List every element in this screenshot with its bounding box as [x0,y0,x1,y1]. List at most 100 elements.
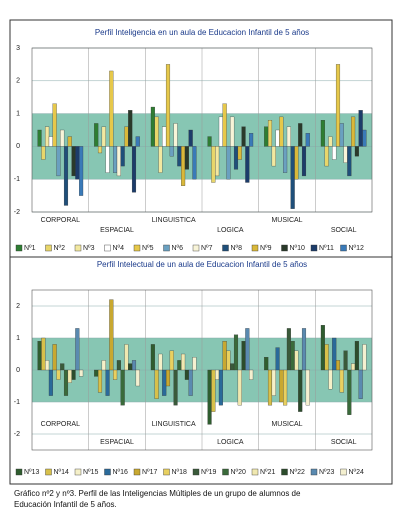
bar [109,299,114,371]
bar [48,136,53,147]
legend-label: Nº15 [83,469,99,476]
legend-label: Nº12 [349,245,365,252]
bar [56,146,61,177]
bar [75,328,80,371]
bar [267,120,273,147]
bar [305,369,310,406]
bar [294,146,299,180]
legend-label: Nº21 [260,469,276,476]
bar [101,360,106,371]
bar [271,146,276,167]
chart-title: Perfil Intelectual de un aula de Educaci… [97,260,307,269]
bar [347,146,352,177]
bar [131,360,137,371]
bar [169,350,174,371]
bar [271,369,276,396]
legend-swatch [104,244,111,252]
bar [67,369,72,383]
x-tick-label: LINGUISTICA [152,421,196,428]
bar [177,146,182,167]
legend-swatch [74,468,82,476]
bar [94,369,99,377]
bar [279,116,284,147]
bar [181,353,186,371]
bar [264,126,269,147]
bar [335,360,341,371]
bar [105,369,110,396]
bar [230,363,235,371]
y-tick-label: 0 [16,367,20,374]
x-tick-label: ESPACIAL [100,439,134,446]
legend-swatch [222,244,229,252]
bar [279,369,284,403]
legend-swatch [133,468,141,476]
bar [41,337,46,371]
bar [135,369,140,387]
bar [218,116,223,147]
y-tick-label: -1 [14,399,20,406]
chart-title: Perfil Inteligencia en un aula de Educac… [95,28,309,37]
bar [184,146,189,170]
legend-swatch [15,244,23,252]
bar [298,123,303,147]
bar [135,136,140,147]
legend-swatch [74,244,82,252]
bar [188,129,193,147]
legend-swatch [45,468,52,476]
bar [120,146,125,167]
bar [324,146,329,167]
bar [298,369,303,412]
bar [52,344,57,371]
legend-label: Nº5 [142,245,154,252]
bar [351,363,356,371]
legend-label: Nº6 [172,245,184,252]
chart: Perfil Inteligencia en un aula de Educac… [9,19,393,485]
legend-swatch [15,468,23,476]
bar [154,116,159,147]
bar [41,146,46,160]
bar [154,369,159,399]
bar [339,369,344,393]
bar [105,146,110,173]
legend-label: Nº22 [290,469,306,476]
bar [226,350,231,371]
legend-swatch [251,468,259,476]
bar [116,146,121,177]
bar [233,334,239,371]
bar [283,146,288,173]
bar [215,146,220,177]
bar [207,136,212,147]
bar [79,369,84,377]
bar [56,369,61,380]
bar [113,146,118,173]
bar [207,369,212,425]
bar [324,344,329,371]
bar [192,146,197,180]
bar [305,133,310,147]
bar [241,341,246,371]
bar [211,369,216,412]
bar [48,369,53,396]
x-tick-label: ESPACIAL [100,227,134,234]
legend-label: Nº1 [24,245,36,252]
bar [233,146,239,170]
bar [218,369,223,406]
x-tick-label: LINGUISTICA [152,217,196,224]
bar [45,360,50,371]
bar [245,328,250,371]
bar [294,350,299,371]
legend-label: Nº16 [113,469,129,476]
y-tick-label: -2 [14,431,20,438]
bar [150,344,155,371]
bar [358,369,363,399]
bar [267,369,273,406]
bar [237,369,242,406]
bar [60,363,65,371]
bar [113,369,118,380]
bar [94,123,99,147]
bar [362,344,367,371]
y-tick-label: -2 [14,209,20,216]
bar [230,116,235,147]
x-tick-label: LOGICA [217,227,244,234]
